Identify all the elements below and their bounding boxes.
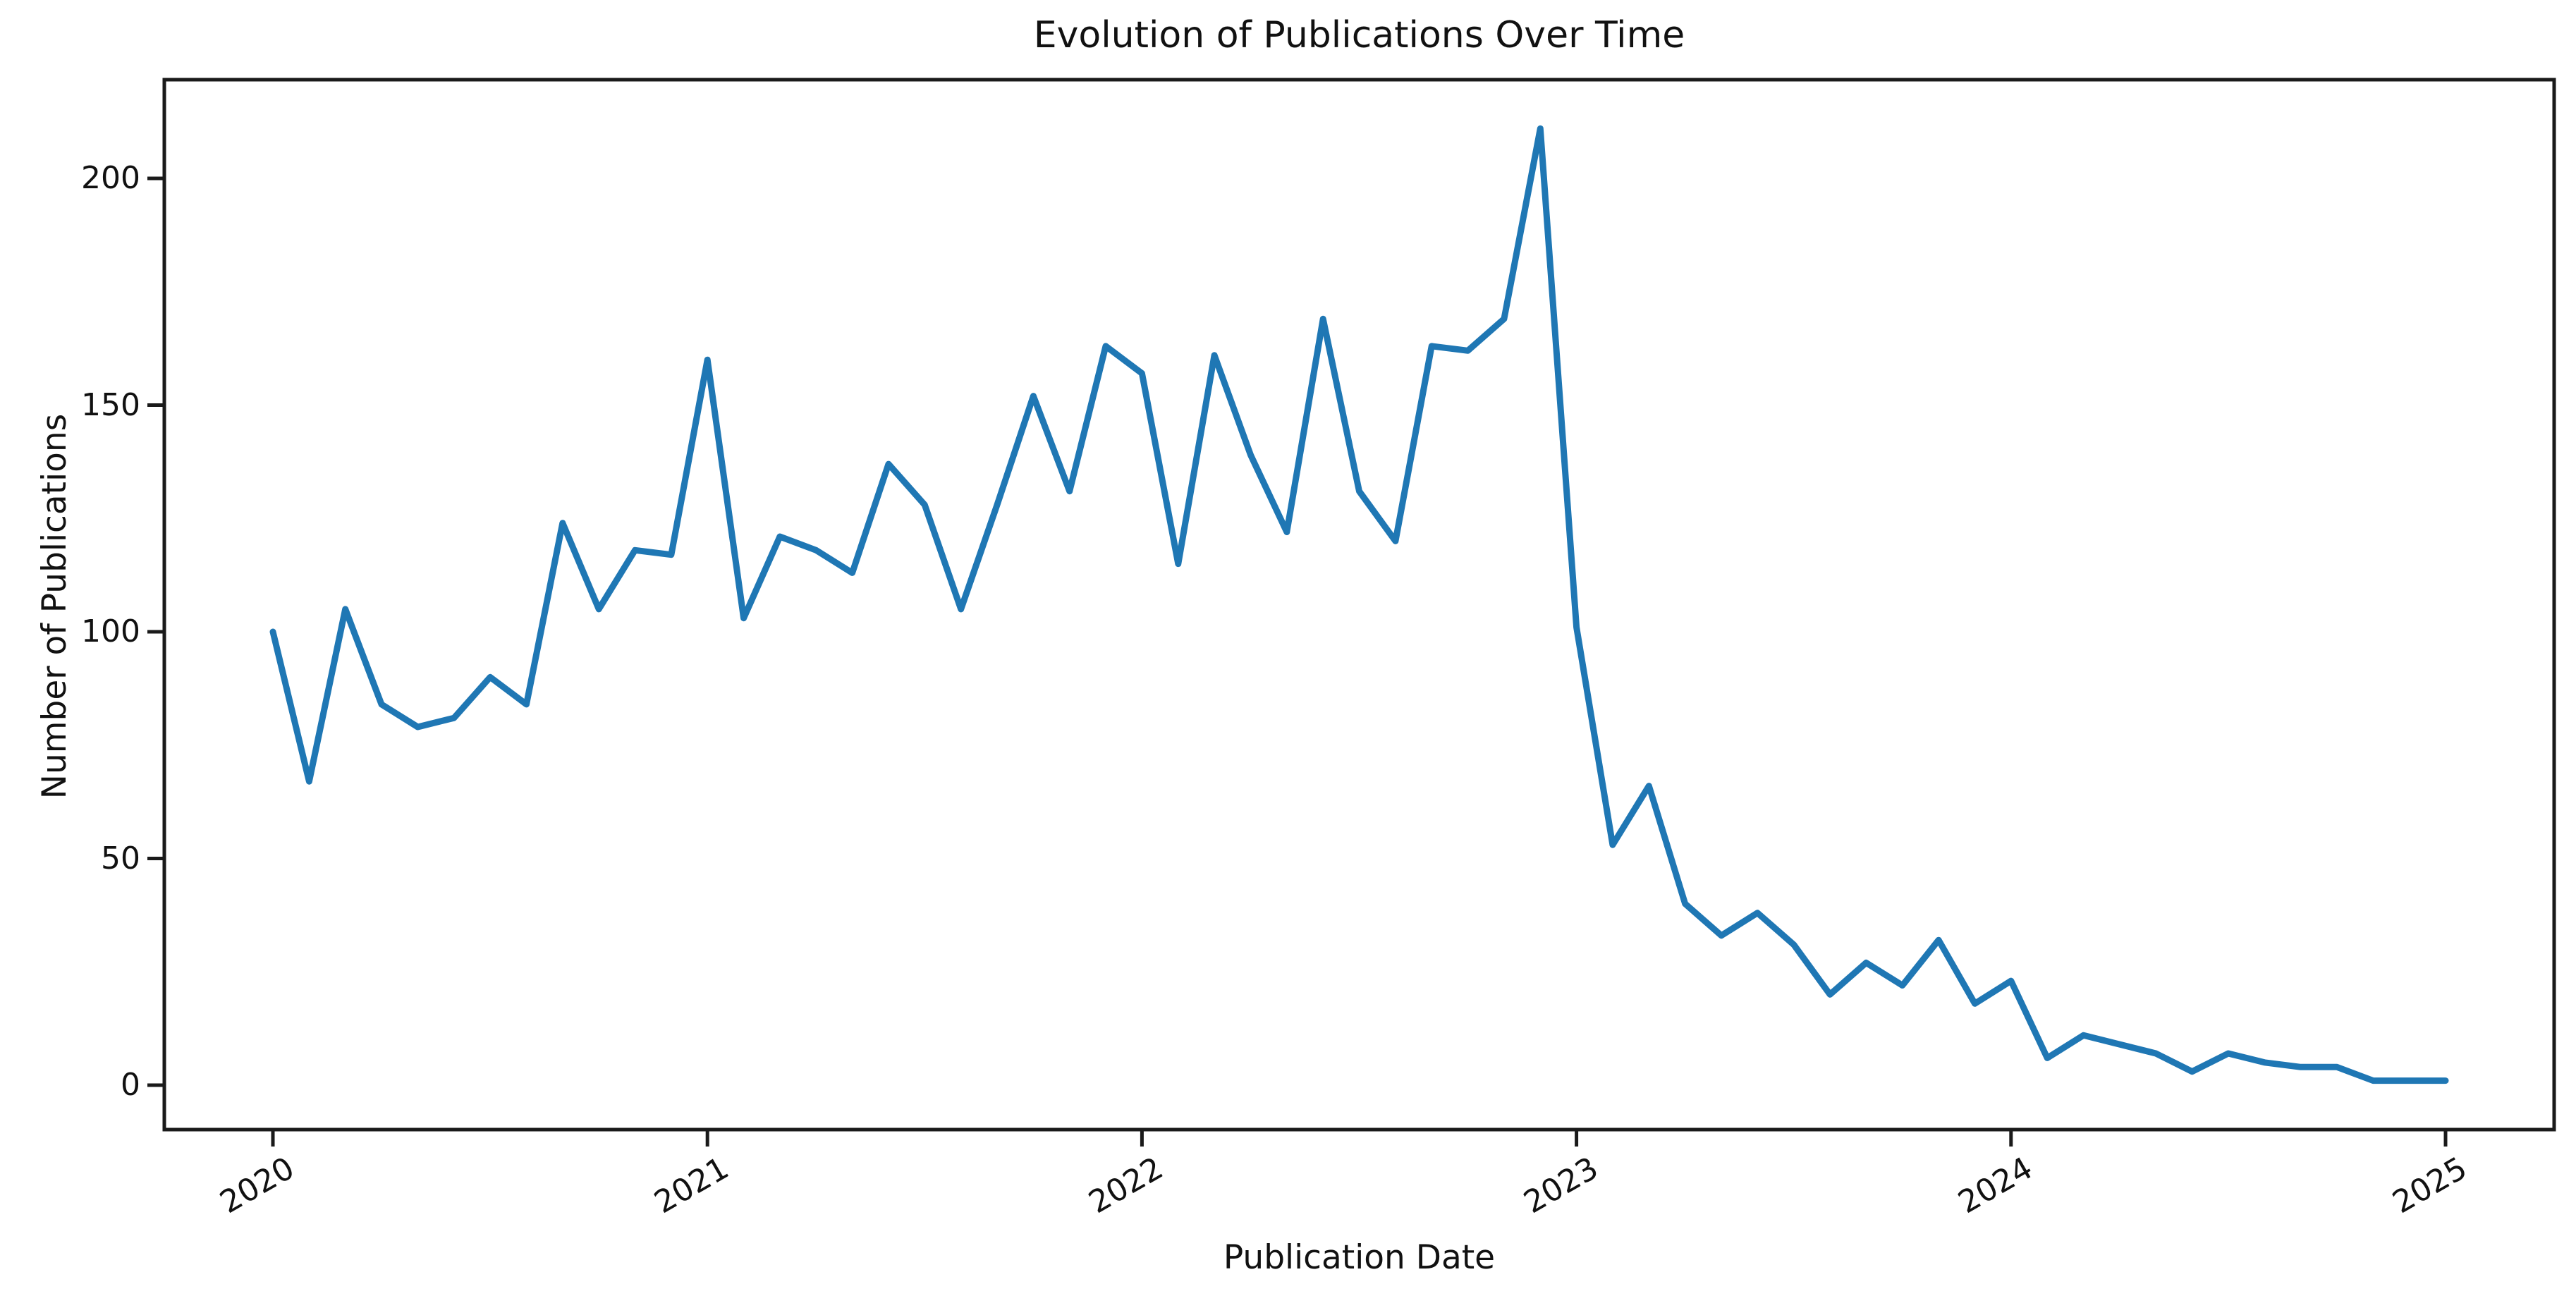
chart-title: Evolution of Publications Over Time — [1033, 14, 1685, 56]
y-tick-label-50: 50 — [101, 840, 140, 876]
y-tick-label-100: 100 — [81, 613, 140, 649]
y-tick-label-150: 150 — [81, 386, 140, 423]
x-axis-label: Publication Date — [1223, 1238, 1496, 1277]
y-axis-label: Number of Publications — [35, 413, 74, 800]
y-tick-label-200: 200 — [81, 160, 140, 196]
axes-spines — [162, 78, 2556, 1132]
publications-line-series — [269, 125, 2449, 1084]
y-tick-label-0: 0 — [121, 1067, 140, 1103]
